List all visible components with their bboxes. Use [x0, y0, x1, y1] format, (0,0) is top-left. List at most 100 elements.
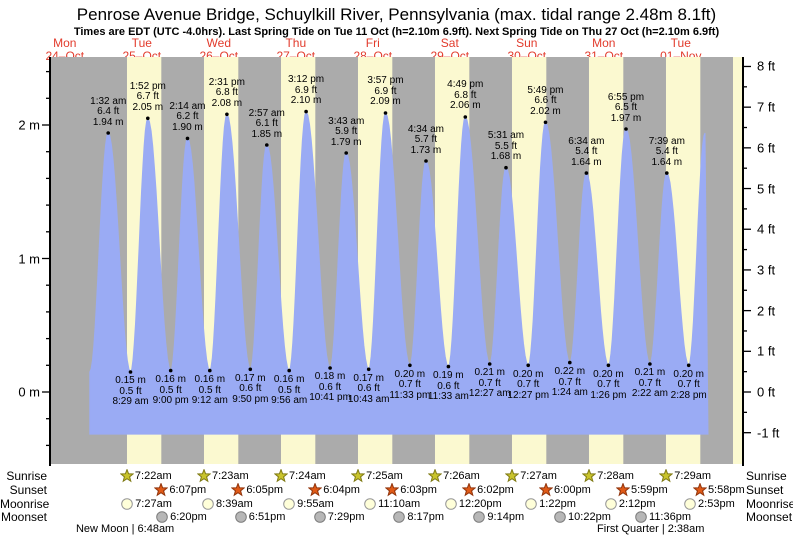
moonrise-circle-icon [525, 497, 537, 510]
annotation-line: 1:26 pm [590, 389, 627, 401]
moonset-row-label-right: Moonset [746, 510, 793, 524]
high-tide-annotation: 2:31 pm 6.8 ft 2.08 m [209, 77, 245, 110]
day-label-dow: Fri [365, 36, 380, 50]
moonrise-circle-icon [364, 497, 376, 510]
high-tide-annotation: 6:34 am 5.4 ft 1.64 m [568, 136, 604, 169]
annotation-line: 0.17 m [235, 372, 266, 384]
annotation-line: 1.64 m [651, 156, 683, 168]
sunset-time: 5:59pm [630, 484, 668, 496]
tide-extreme-dot [463, 115, 468, 119]
moon-phase-note: New Moon | 6:48am [75, 523, 175, 535]
page-subtitle: Times are EDT (UTC -4.0hrs). Last Spring… [73, 26, 720, 38]
annotation-line: 0.20 m [394, 368, 426, 380]
annotation-line: 2.10 m [290, 95, 322, 107]
sunset-event: 6:03pm [385, 483, 437, 497]
tide-extreme-dot [208, 368, 212, 373]
moonrise-circle-icon [202, 497, 214, 510]
low-tide-annotation: 0.16 m 0.5 ft 9:00 pm [153, 375, 189, 407]
sunrise-star-icon [196, 469, 211, 483]
annotation-line: 7:39 am [648, 135, 685, 147]
tide-extreme-dot [568, 360, 572, 365]
tide-extreme-dot [648, 362, 652, 366]
moonset-event: 11:36pm [634, 510, 691, 524]
annotation-line: 8:29 am [112, 396, 149, 408]
annotation-line: 10:41 pm [309, 392, 351, 404]
moonset-circle-icon [635, 511, 647, 523]
annotation-line: 5.5 ft [494, 140, 518, 152]
annotation-line: 2.09 m [370, 96, 401, 108]
sunset-star-icon [385, 483, 400, 497]
day-label-dow: Mon [53, 36, 77, 50]
moonrise-event: 2:53pm [683, 497, 735, 511]
sunrise-event: 7:23am [196, 469, 249, 483]
sunset-time: 6:02pm [477, 484, 514, 496]
y-axis-right-label: 0 ft [757, 384, 776, 400]
moonrise-circle-icon [364, 497, 376, 510]
sunset-star-icon [692, 483, 707, 497]
moonset-circle-icon [156, 511, 168, 523]
sunset-time: 6:07pm [169, 484, 207, 496]
annotation-line: 0.6 ft [239, 383, 262, 395]
low-tide-annotation: 0.20 m 0.7 ft 12:27 pm [507, 369, 549, 402]
sunset-time: 5:58pm [707, 484, 745, 496]
low-tide-annotation: 0.17 m 0.6 ft 9:50 pm [232, 372, 268, 406]
annotation-line: 3:12 pm [287, 74, 325, 86]
moonrise-circle-icon [605, 497, 617, 510]
annotation-line: 0.18 m [314, 371, 346, 383]
low-tide-annotation: 0.16 m 0.5 ft 9:56 am [271, 375, 307, 407]
annotation-line: 9:56 am [271, 395, 308, 407]
moonrise-circle-icon [283, 497, 295, 510]
sunset-star-icon [154, 483, 169, 497]
sunrise-star-icon [274, 469, 289, 483]
high-tide-annotation: 3:12 pm 6.9 ft 2.10 m [288, 75, 324, 107]
sunrise-time: 7:22am [134, 470, 172, 482]
moonset-time: 10:22pm [568, 511, 611, 523]
low-tide-annotation: 0.20 m 0.7 ft 2:28 pm [671, 369, 707, 402]
sunrise-time: 7:28am [597, 470, 634, 482]
y-axis-right-label: 1 ft [757, 343, 776, 359]
moonset-event: 9:14pm [472, 510, 524, 524]
moonrise-time: 9:55am [297, 497, 334, 510]
annotation-line: 0.17 m [353, 372, 384, 384]
sunrise-star-icon [119, 469, 134, 483]
tide-extreme-dot [225, 112, 229, 117]
moonset-circle-icon [554, 511, 566, 523]
annotation-line: 0.7 ft [517, 379, 540, 391]
sunrise-star-icon [274, 469, 289, 483]
sunset-event: 6:07pm [154, 483, 206, 497]
sunset-star-icon [462, 483, 477, 497]
moonrise-time: 11:10am [378, 497, 421, 510]
annotation-line: 0.21 m [474, 367, 506, 379]
moonrise-time: 8:39am [216, 497, 253, 510]
sunset-star-icon [308, 483, 323, 497]
moonset-circle-icon [554, 511, 566, 523]
annotation-line: 1.64 m [571, 156, 602, 168]
day-label-dow: Wed [206, 36, 232, 50]
day-label-dow: Tue [131, 36, 152, 50]
high-tide-annotation: 1:52 pm 6.7 ft 2.05 m [130, 81, 166, 114]
moonrise-event: 9:55am [282, 497, 334, 511]
sunrise-star-icon [119, 469, 134, 483]
annotation-line: 0.16 m [194, 374, 226, 386]
annotation-line: 1.90 m [172, 121, 203, 133]
y-axis-left-label: 1 m [18, 251, 40, 266]
moonrise-circle-icon [525, 497, 537, 510]
moonrise-time: 7:27am [135, 497, 172, 510]
y-axis-right-label: -1 ft [757, 425, 780, 441]
tide-extreme-dot [328, 366, 332, 370]
high-tide-annotation: 2:57 am 6.1 ft 1.85 m [249, 108, 285, 141]
tide-extreme-dot [543, 120, 548, 125]
annotation-line: 2.08 m [211, 97, 243, 109]
annotation-line: 10:43 am [347, 393, 390, 405]
low-tide-annotation: 0.18 m 0.6 ft 10:41 pm [309, 372, 351, 404]
annotation-line: 11:33 am [427, 391, 469, 403]
sunset-star-icon [539, 483, 554, 497]
tide-water-area [89, 110, 709, 435]
moonset-circle-icon [473, 511, 486, 523]
annotation-line: 1.97 m [610, 112, 642, 124]
sunrise-star-icon [351, 469, 366, 483]
annotation-line: 6.4 ft [97, 106, 120, 117]
annotation-line: 0.22 m [554, 366, 586, 378]
annotation-line: 6.8 ft [215, 87, 238, 99]
